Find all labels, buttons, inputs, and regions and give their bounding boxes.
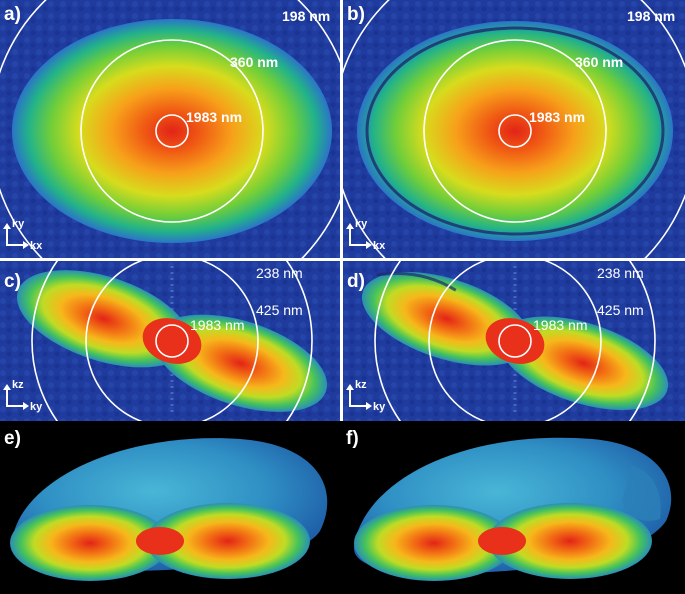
axis-label-horizontal: ky [373, 401, 386, 413]
ring-label-middle: 360 nm [230, 54, 279, 70]
panel-b: b) 198 nm 360 nm 1983 nm ky kx [343, 0, 685, 258]
ring-outer [31, 261, 313, 421]
panel-label-c: c) [4, 271, 21, 292]
ring-inner [498, 324, 532, 358]
ring-middle [80, 39, 264, 223]
panel-label-d: d) [347, 271, 365, 292]
ring-label-outer: 198 nm [282, 8, 331, 24]
panel-label-a: a) [4, 4, 21, 25]
ring-label-middle: 425 nm [597, 302, 644, 318]
volume-render-f [342, 421, 685, 594]
heatmap-c [0, 261, 340, 421]
axis-label-vertical: kz [12, 379, 24, 391]
panel-f: f) [342, 421, 685, 594]
ring-inner [498, 114, 532, 148]
ring-middle [428, 261, 602, 421]
panel-a: a) 198 nm 360 nm 1983 nm ky kx [0, 0, 340, 258]
axis-label-vertical: ky [355, 218, 368, 230]
heatmap-d [343, 261, 685, 421]
ring-middle [85, 261, 259, 421]
panel-e: e) [0, 421, 342, 594]
panel-label-e: e) [4, 428, 21, 449]
panel-label-b: b) [347, 4, 365, 25]
axis-label-horizontal: ky [30, 401, 43, 413]
ring-inner [155, 324, 189, 358]
panel-label-f: f) [346, 428, 359, 449]
ring-outer [374, 261, 656, 421]
axis-label-vertical: ky [12, 218, 25, 230]
axis-label-vertical: kz [355, 379, 367, 391]
panel-d: d) 238 nm 425 nm 1983 nm kz ky [343, 261, 685, 421]
panel-c: c) 238 nm 425 nm 1983 nm kz ky [0, 261, 340, 421]
axis-indicator: kz ky [3, 379, 44, 413]
ring-label-outer: 198 nm [627, 8, 676, 24]
axis-indicator: kz ky [346, 379, 387, 413]
ring-label-inner: 1983 nm [190, 317, 245, 333]
ring-label-inner: 1983 nm [529, 109, 586, 125]
ring-label-middle: 360 nm [575, 54, 624, 70]
heatmap-a [0, 0, 340, 258]
axis-label-horizontal: kx [373, 240, 386, 252]
heatmap-b [343, 0, 685, 258]
ring-label-middle: 425 nm [256, 302, 303, 318]
ring-label-outer: 238 nm [256, 265, 303, 281]
ring-inner [155, 114, 189, 148]
ring-label-outer: 238 nm [597, 265, 644, 281]
ring-middle [423, 39, 607, 223]
axis-indicator: ky kx [3, 218, 44, 252]
volume-render-e [0, 421, 342, 594]
axis-indicator: ky kx [346, 218, 387, 252]
axis-label-horizontal: kx [30, 240, 43, 252]
ring-label-inner: 1983 nm [533, 317, 588, 333]
ring-label-inner: 1983 nm [186, 109, 243, 125]
